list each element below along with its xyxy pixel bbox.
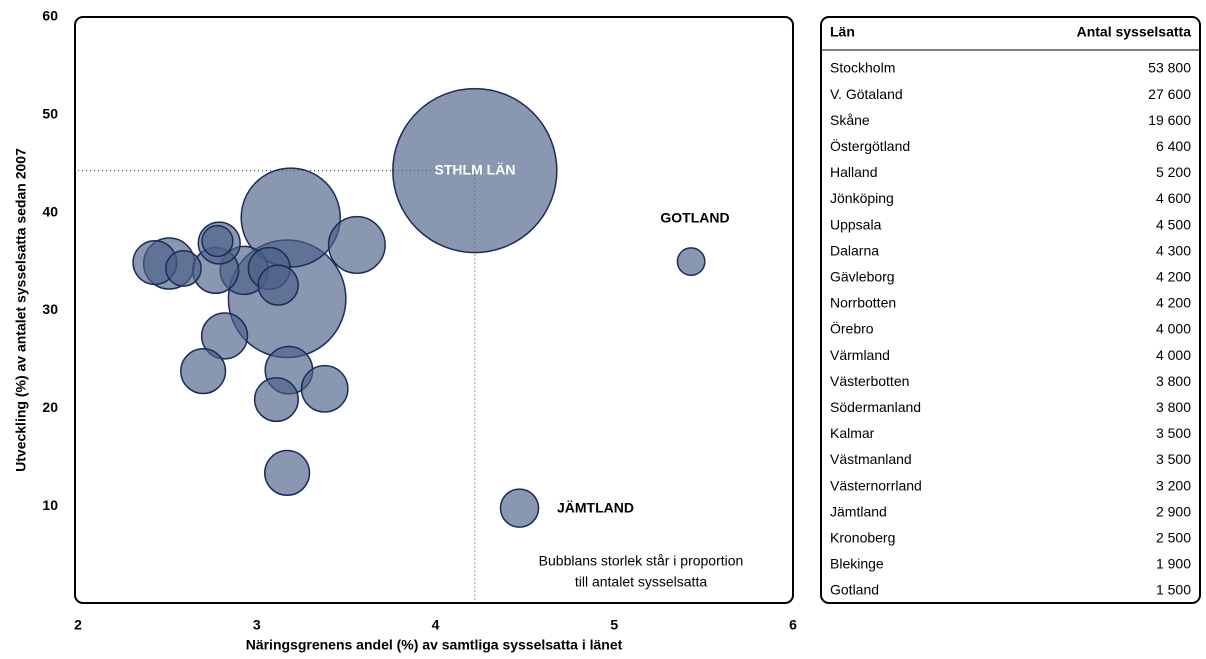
table-cell: Gotland: [830, 582, 879, 598]
table-cell: 5 200: [1156, 164, 1191, 180]
table-cell: 6 400: [1156, 138, 1191, 154]
y-tick-label: 50: [42, 106, 58, 122]
bubble: [200, 312, 249, 360]
bubble: [499, 488, 540, 528]
table-cell: 4 500: [1156, 216, 1191, 232]
table-cell: Kalmar: [830, 425, 875, 441]
bubble: [257, 264, 299, 306]
table-cell: 3 200: [1156, 477, 1191, 493]
table-cell: Norrbotten: [830, 295, 896, 311]
annotation: JÄMTLAND: [557, 500, 634, 516]
table-cell: 1 900: [1156, 556, 1191, 572]
table-cell: Jämtland: [830, 503, 887, 519]
table-cell: Värmland: [830, 347, 890, 363]
bubble: [264, 449, 311, 497]
table-cell: V. Götaland: [830, 86, 903, 102]
table-cell: 3 800: [1156, 373, 1191, 389]
table-cell: 2 500: [1156, 530, 1191, 546]
annotation: STHLM LÄN: [435, 162, 516, 178]
table-header: Antal sysselsatta: [1077, 24, 1192, 40]
table-cell: Uppsala: [830, 216, 882, 232]
table-cell: 2 900: [1156, 503, 1191, 519]
x-axis-label: Näringsgrenens andel (%) av samtliga sys…: [246, 637, 623, 653]
bubble: [201, 224, 234, 258]
table-cell: 4 000: [1156, 321, 1191, 337]
table-cell: Stockholm: [830, 60, 895, 76]
plot-frame: [74, 16, 794, 604]
table-cell: 19 600: [1148, 112, 1191, 128]
table-cell: 3 800: [1156, 399, 1191, 415]
table-cell: Dalarna: [830, 242, 879, 258]
x-tick-label: 4: [432, 617, 440, 633]
table-frame: [820, 16, 1201, 604]
table-cell: Gävleborg: [830, 269, 895, 285]
table-cell: 4 200: [1156, 295, 1191, 311]
table-cell: 1 500: [1156, 582, 1191, 598]
table-cell: 4 200: [1156, 269, 1191, 285]
table-header: Län: [830, 24, 855, 40]
table-cell: 3 500: [1156, 451, 1191, 467]
table-cell: Skåne: [830, 112, 870, 128]
bubble: [327, 215, 386, 274]
table-cell: Örebro: [830, 320, 874, 337]
table-cell: Halland: [830, 164, 877, 180]
table-cell: 4 300: [1156, 242, 1191, 258]
table-cell: 27 600: [1148, 86, 1191, 102]
note: till antalet sysselsatta: [575, 574, 707, 590]
table-cell: 3 500: [1156, 425, 1191, 441]
bubble: [676, 247, 706, 277]
table-cell: Västernorrland: [830, 477, 922, 493]
bubble: [300, 364, 349, 413]
table-cell: Östergötland: [830, 137, 910, 154]
x-tick-label: 6: [789, 617, 797, 633]
y-tick-label: 20: [42, 399, 58, 415]
x-tick-label: 2: [74, 617, 82, 633]
bubble: [253, 376, 299, 423]
table-cell: Västerbotten: [830, 373, 909, 389]
table-cell: 4 000: [1156, 347, 1191, 363]
table-cell: Kronoberg: [830, 530, 895, 546]
annotation: GOTLAND: [660, 210, 729, 226]
y-tick-label: 40: [42, 203, 58, 219]
x-tick-label: 3: [253, 617, 261, 633]
bubble: [165, 250, 202, 287]
table-cell: 4 600: [1156, 190, 1191, 206]
y-tick-label: 10: [42, 497, 58, 513]
note: Bubblans storlek står i proportion: [539, 553, 744, 569]
table-cell: 53 800: [1148, 60, 1191, 76]
y-tick-label: 60: [42, 8, 58, 24]
table-cell: Blekinge: [830, 556, 884, 572]
x-tick-label: 5: [610, 617, 618, 633]
y-axis-label: Utveckling (%) av antalet sysselsatta se…: [13, 148, 29, 472]
table-cell: Jönköping: [830, 190, 894, 206]
table-cell: Västmanland: [830, 451, 912, 467]
bubble: [392, 87, 558, 254]
y-tick-label: 30: [42, 301, 58, 317]
bubble: [180, 348, 227, 395]
table-cell: Södermanland: [830, 399, 921, 415]
